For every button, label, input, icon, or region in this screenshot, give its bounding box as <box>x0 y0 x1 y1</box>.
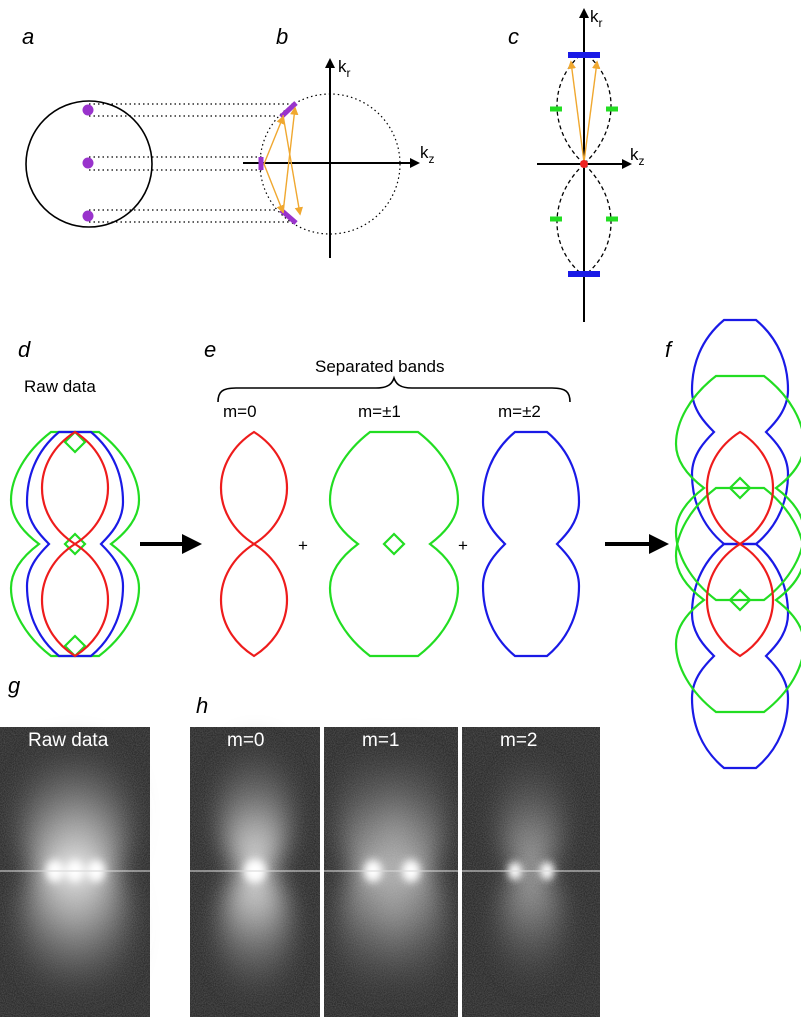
panel-label-d: d <box>18 337 31 362</box>
separated-bands-title: Separated bands <box>315 357 445 376</box>
dotted-projection-lines <box>89 103 296 223</box>
dot-bottom <box>82 210 94 222</box>
green-marks-c <box>550 106 618 222</box>
plus-sign-1: + <box>298 536 308 555</box>
panel-g-image: Raw data <box>0 727 150 1017</box>
orange-arrows-b <box>263 106 304 216</box>
band-m0-shape <box>220 430 288 658</box>
origin-dot <box>580 160 588 168</box>
panel-label-c: c <box>508 24 519 49</box>
kz-label-b: kz <box>420 143 435 166</box>
image-m1: m=1 <box>324 727 458 1017</box>
panel-f-diagram <box>674 318 801 770</box>
raw-data-title-d: Raw data <box>24 377 96 396</box>
blue-band-outline-d <box>25 430 125 658</box>
dot-middle <box>82 157 94 169</box>
panel-b-diagram: kr kz <box>243 57 435 258</box>
band-m1-shape <box>328 430 460 658</box>
panel-label-g: g <box>8 673 21 698</box>
pupil-circle <box>25 100 153 228</box>
green-stack-f <box>674 374 801 714</box>
image-m2: m=2 <box>462 727 600 1017</box>
panel-label-h: h <box>196 693 208 718</box>
band-label-m0: m=0 <box>223 402 257 421</box>
blue-marks-c <box>568 52 600 277</box>
kz-label-c: kz <box>630 145 645 168</box>
panel-h-images: m=0 m=1 <box>190 727 600 1017</box>
curly-brace <box>217 375 571 403</box>
band-label-m2: m=±2 <box>498 402 541 421</box>
kr-label-c: kr <box>590 7 603 30</box>
image-title-m0: m=0 <box>227 730 265 751</box>
red-band-outline-d <box>41 430 109 658</box>
band-label-m1: m=±1 <box>358 402 401 421</box>
dot-top <box>82 104 94 116</box>
kr-label-b: kr <box>338 57 351 80</box>
raw-data-title-g: Raw data <box>28 730 109 751</box>
panel-d-diagram: Raw data <box>9 377 141 658</box>
blue-stack-f <box>690 318 790 770</box>
orange-arrows-c <box>567 60 601 163</box>
plus-sign-2: + <box>458 536 468 555</box>
panel-label-b: b <box>276 24 288 49</box>
red-center-f <box>706 430 774 658</box>
band-m2-shape <box>481 430 581 658</box>
image-title-m1: m=1 <box>362 730 400 751</box>
image-title-m2: m=2 <box>500 730 538 751</box>
panel-e-diagram: Separated bands m=0 m=±1 m=±2 + + <box>217 357 581 658</box>
panel-c-diagram: kr kz <box>537 7 645 322</box>
panel-label-e: e <box>204 337 216 362</box>
panel-label-a: a <box>22 24 34 49</box>
image-m0: m=0 <box>190 727 320 1017</box>
panel-label-f: f <box>665 337 674 362</box>
panel-a-diagram <box>25 100 296 228</box>
